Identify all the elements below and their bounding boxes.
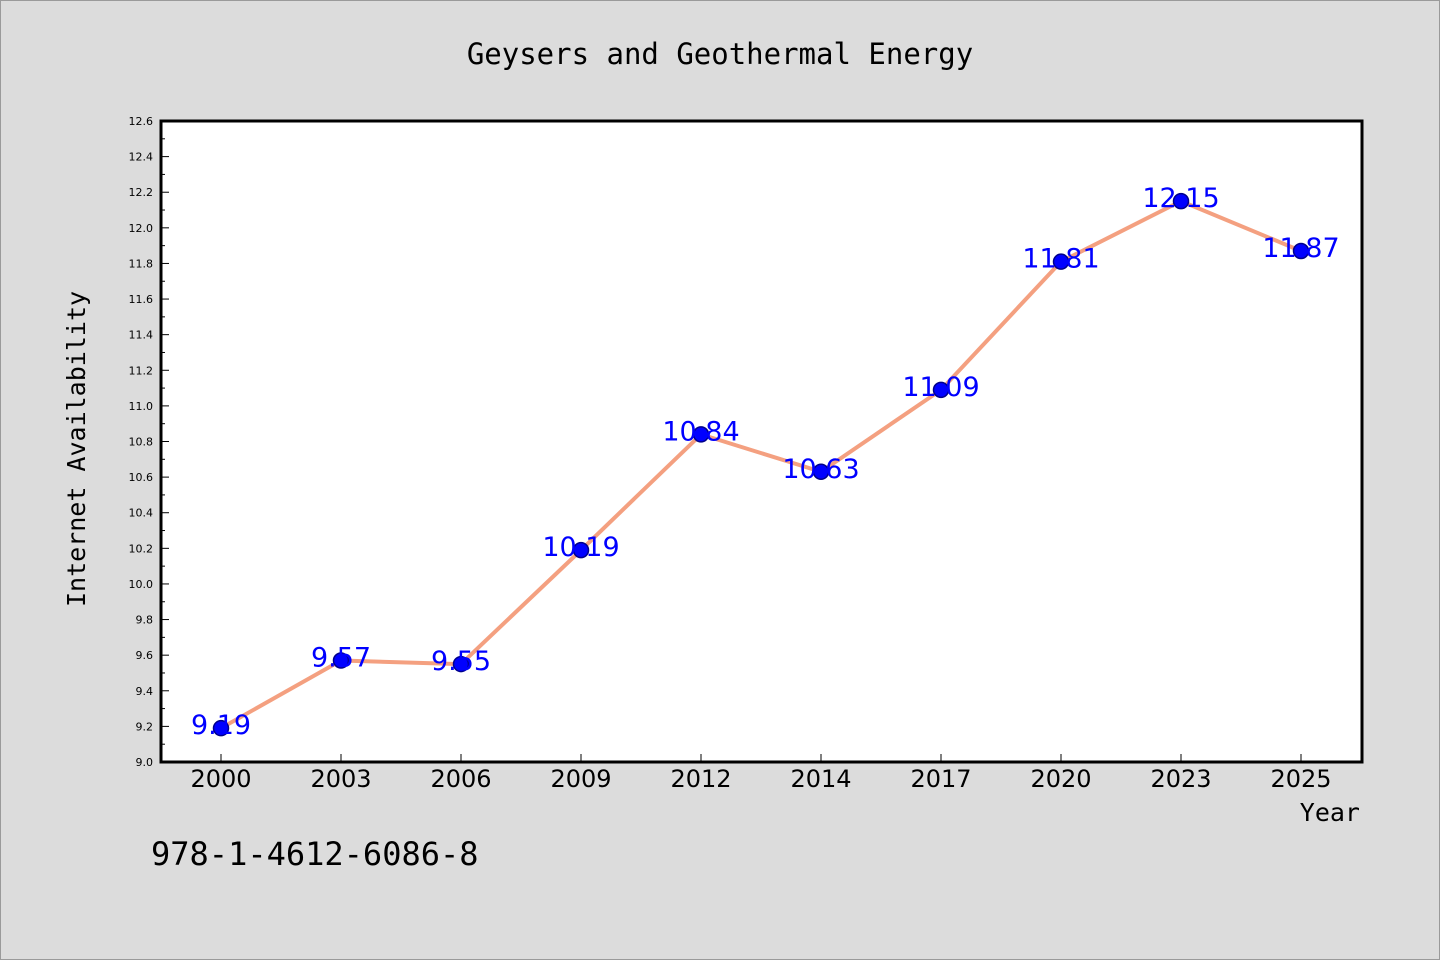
data-value-label: 11.87 (1262, 233, 1339, 264)
x-tick-label: 2014 (790, 765, 851, 793)
plot-area (159, 119, 1364, 764)
data-value-label: 11.81 (1022, 244, 1099, 275)
x-tick-label: 2017 (910, 765, 971, 793)
y-tick-label: 9.6 (136, 649, 154, 662)
y-tick-label: 11.6 (129, 293, 154, 306)
isbn-text: 978-1-4612-6086-8 (151, 835, 479, 873)
data-point (812, 463, 830, 481)
y-tick-label: 10.0 (129, 578, 154, 591)
y-tick-label: 11.8 (129, 257, 154, 270)
y-axis: 9.0 9.2 9.4 9.6 9.8 10.0 10.2 10.4 10.6 10.8 11.0 1… (129, 115, 169, 769)
marker-layer (212, 192, 1310, 737)
y-tick-label: 10.6 (129, 471, 154, 484)
x-tick-label: 2025 (1270, 765, 1331, 793)
data-point (452, 655, 470, 673)
data-point (932, 381, 950, 399)
data-point (572, 541, 590, 559)
y-tick-label: 11.2 (129, 364, 154, 377)
data-point (212, 719, 230, 737)
x-axis: 2000 2003 2006 2009 2012 2014 2017 2020 2023 2025 (190, 754, 1332, 793)
data-value-label: 11.09 (902, 372, 979, 403)
x-tick-label: 2023 (1150, 765, 1211, 793)
y-tick-label: 12.0 (129, 222, 154, 235)
x-tick-label: 2006 (430, 765, 491, 793)
x-tick-label: 2003 (310, 765, 371, 793)
y-tick-label: 12.2 (129, 186, 154, 199)
data-value-label: 9.57 (311, 643, 371, 674)
y-tick-label: 10.2 (129, 542, 154, 555)
y-axis-label: Internet Availability (62, 291, 91, 607)
data-value-label: 9.19 (191, 710, 251, 741)
series-line-layer (219, 199, 1303, 731)
data-point (332, 652, 350, 669)
data-point (1052, 253, 1070, 270)
data-value-label: 12.15 (1142, 183, 1219, 214)
x-tick-label: 2012 (670, 765, 731, 793)
y-tick-label: 9.4 (136, 685, 154, 698)
y-tick-label: 9.0 (136, 756, 154, 769)
y-tick-label: 11.4 (129, 329, 154, 342)
data-value-label: 9.55 (431, 646, 491, 677)
x-tick-label: 2000 (190, 765, 251, 793)
data-point (692, 426, 710, 443)
y-tick-label: 9.8 (136, 614, 154, 627)
y-tick-label: 12.4 (129, 151, 154, 164)
y-tick-label: 10.4 (129, 507, 154, 520)
chart-title: Geysers and Geothermal Energy (467, 37, 973, 71)
series-line (219, 199, 1303, 731)
y-tick-label: 11.0 (129, 400, 154, 413)
y-tick-label: 10.8 (129, 436, 154, 449)
data-value-label: 10.84 (662, 416, 739, 447)
data-value-label: 10.19 (542, 532, 619, 563)
data-label-layer: 9.19 9.57 9.55 10.19 10.84 10.63 11.09 11.81 12.… (191, 183, 1340, 741)
x-tick-label: 2020 (1030, 765, 1091, 793)
y-tick-label: 9.2 (136, 720, 154, 733)
data-value-label: 10.63 (782, 454, 859, 485)
x-axis-label: Year (1300, 798, 1360, 827)
x-tick-label: 2009 (550, 765, 611, 793)
data-point (1292, 242, 1310, 260)
y-tick-label: 12.6 (129, 115, 154, 128)
data-point (1172, 192, 1190, 210)
